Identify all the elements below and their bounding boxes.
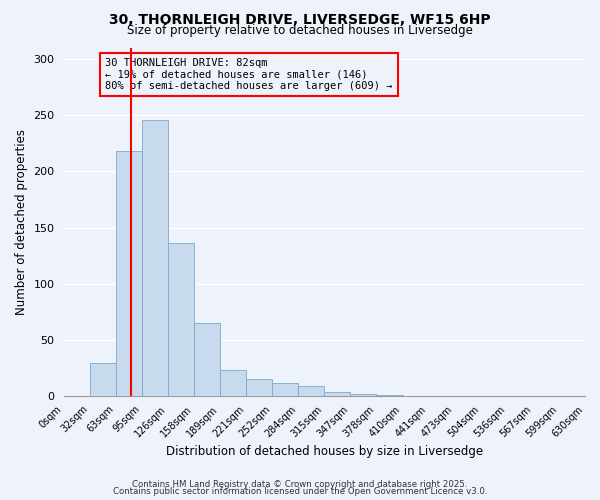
Bar xyxy=(142,120,168,396)
Y-axis label: Number of detached properties: Number of detached properties xyxy=(15,129,28,315)
Bar xyxy=(194,323,220,396)
Bar xyxy=(220,370,246,396)
Bar xyxy=(168,244,194,396)
Bar xyxy=(298,386,325,396)
Text: 30 THORNLEIGH DRIVE: 82sqm
← 19% of detached houses are smaller (146)
80% of sem: 30 THORNLEIGH DRIVE: 82sqm ← 19% of deta… xyxy=(106,58,393,91)
X-axis label: Distribution of detached houses by size in Liversedge: Distribution of detached houses by size … xyxy=(166,444,483,458)
Text: Contains public sector information licensed under the Open Government Licence v3: Contains public sector information licen… xyxy=(113,488,487,496)
Bar xyxy=(350,394,376,396)
Bar xyxy=(272,383,298,396)
Bar xyxy=(325,392,350,396)
Bar xyxy=(90,362,116,396)
Bar xyxy=(246,380,272,396)
Text: Contains HM Land Registry data © Crown copyright and database right 2025.: Contains HM Land Registry data © Crown c… xyxy=(132,480,468,489)
Text: 30, THORNLEIGH DRIVE, LIVERSEDGE, WF15 6HP: 30, THORNLEIGH DRIVE, LIVERSEDGE, WF15 6… xyxy=(109,12,491,26)
Bar xyxy=(376,395,403,396)
Text: Size of property relative to detached houses in Liversedge: Size of property relative to detached ho… xyxy=(127,24,473,37)
Bar xyxy=(116,151,142,396)
